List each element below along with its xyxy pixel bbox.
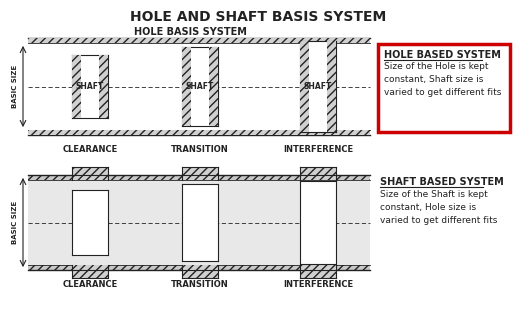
Bar bbox=[327, 41, 336, 132]
Bar bbox=[99, 55, 108, 118]
Bar bbox=[300, 41, 309, 132]
Bar bbox=[28, 130, 370, 135]
Bar bbox=[300, 265, 336, 278]
Text: HOLE BASIS SYSTEM: HOLE BASIS SYSTEM bbox=[133, 27, 247, 37]
Text: BASIC SIZE: BASIC SIZE bbox=[12, 201, 18, 244]
Text: HOLE BASED SYSTEM: HOLE BASED SYSTEM bbox=[384, 50, 501, 60]
Bar bbox=[182, 167, 218, 180]
Bar bbox=[28, 265, 370, 270]
Bar bbox=[378, 44, 510, 132]
Bar bbox=[182, 47, 191, 126]
Bar bbox=[99, 55, 108, 118]
Bar bbox=[300, 167, 336, 180]
Bar bbox=[300, 41, 309, 132]
Bar bbox=[209, 47, 218, 126]
Bar bbox=[182, 265, 218, 278]
Bar bbox=[28, 38, 370, 43]
Bar bbox=[300, 167, 336, 180]
Bar bbox=[72, 167, 108, 180]
Text: HOLE AND SHAFT BASIS SYSTEM: HOLE AND SHAFT BASIS SYSTEM bbox=[130, 10, 386, 24]
Bar bbox=[182, 47, 218, 126]
Bar bbox=[182, 167, 218, 180]
Text: Size of the Hole is kept
constant, Shaft size is
varied to get different fits: Size of the Hole is kept constant, Shaft… bbox=[384, 62, 501, 97]
Text: TRANSITION: TRANSITION bbox=[171, 280, 229, 289]
Text: BASIC SIZE: BASIC SIZE bbox=[12, 65, 18, 108]
Bar bbox=[28, 265, 370, 270]
Text: CLEARANCE: CLEARANCE bbox=[63, 280, 118, 289]
Bar bbox=[182, 47, 191, 126]
Bar bbox=[300, 181, 336, 264]
Text: Size of the Shaft is kept
constant, Hole size is
varied to get different fits: Size of the Shaft is kept constant, Hole… bbox=[380, 190, 497, 225]
Bar bbox=[72, 55, 81, 118]
Bar bbox=[72, 265, 108, 278]
Text: INTERFERENCE: INTERFERENCE bbox=[283, 145, 353, 154]
Bar bbox=[182, 184, 218, 261]
Text: SHAFT BASED SYSTEM: SHAFT BASED SYSTEM bbox=[380, 177, 504, 187]
Bar bbox=[28, 175, 370, 270]
Bar bbox=[209, 47, 218, 126]
Bar bbox=[28, 38, 370, 43]
Text: CLEARANCE: CLEARANCE bbox=[63, 145, 118, 154]
Bar bbox=[28, 175, 370, 180]
Bar bbox=[72, 167, 108, 180]
Bar bbox=[182, 265, 218, 278]
Bar bbox=[28, 130, 370, 135]
Bar bbox=[72, 55, 108, 118]
Bar bbox=[28, 175, 370, 180]
Text: INTERFERENCE: INTERFERENCE bbox=[283, 280, 353, 289]
Text: TRANSITION: TRANSITION bbox=[171, 145, 229, 154]
Bar bbox=[300, 41, 336, 132]
Bar bbox=[300, 265, 336, 278]
Text: SHAFT: SHAFT bbox=[304, 82, 332, 91]
Bar bbox=[72, 190, 108, 255]
Bar bbox=[72, 55, 81, 118]
Bar bbox=[327, 41, 336, 132]
Bar bbox=[72, 265, 108, 278]
Text: SHAFT: SHAFT bbox=[76, 82, 104, 91]
Text: SHAFT: SHAFT bbox=[186, 82, 214, 91]
